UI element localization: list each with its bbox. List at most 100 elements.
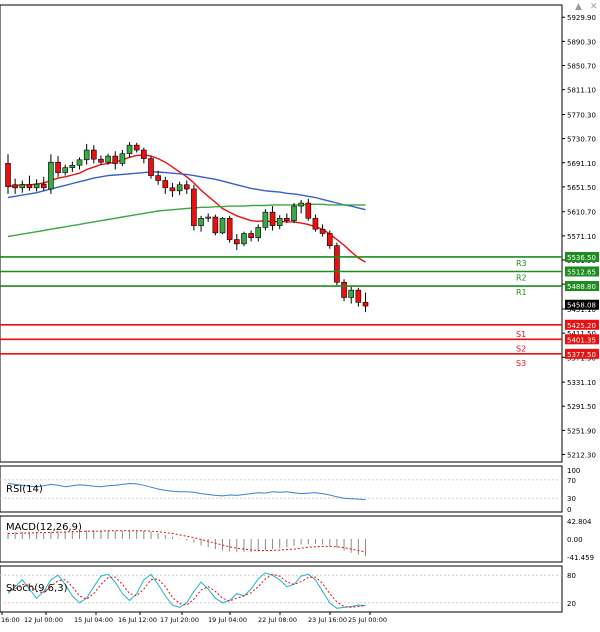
close-icon[interactable]: ✕ [590, 2, 598, 12]
candle-bullish [298, 202, 304, 207]
price-tick-label: 5691.10 [567, 160, 596, 168]
candle-bearish [362, 302, 369, 307]
candle-bullish [198, 217, 204, 226]
macd-pane: MACD(12,26,9) 42.804 0.00 -41.459 [0, 515, 594, 563]
level-price-tag: 5401.35 [567, 336, 596, 344]
stochastic-pane: Stoch(9,6,3) 80 20 [0, 565, 576, 613]
candle-bearish [234, 239, 240, 245]
time-tick-label: 19 Jul 04:00 [208, 616, 247, 624]
candle-bearish [305, 202, 312, 219]
level-price-tag: 5425.20 [567, 322, 596, 330]
candle-bearish [148, 158, 154, 176]
time-tick-label: 22 Jul 08:00 [258, 616, 297, 624]
candle-bearish [55, 161, 61, 173]
candle-bullish [62, 167, 69, 173]
candle-bearish [248, 233, 254, 239]
candle-bearish [269, 211, 276, 226]
current-price-tag: 5458.08 [567, 302, 596, 310]
time-tick-label: 25 Jul 00:00 [348, 616, 387, 624]
candle-bearish [112, 155, 119, 164]
candle-bearish [183, 184, 190, 190]
macd-tick-label: 42.804 [567, 518, 592, 526]
price-tick-label: 5291.50 [567, 403, 596, 411]
scroll-up-icon[interactable]: ▲ [575, 2, 582, 12]
level-price-tag-bg [565, 348, 599, 359]
level-price-tag-bg [565, 266, 599, 277]
price-tick-label: 5331.10 [567, 379, 596, 387]
candle-bullish [176, 184, 183, 192]
rsi-pane-frame [0, 465, 563, 513]
candle-bearish [91, 149, 97, 160]
level-price-tag-bg [565, 251, 599, 262]
level-label-r2: R2 [516, 273, 527, 282]
candle-bullish [205, 216, 211, 219]
candle-bearish [98, 158, 104, 163]
candle-bullish [76, 159, 83, 166]
price-tick-label: 5610.70 [567, 209, 596, 217]
stochastic-label: Stoch(9,6,3) [6, 583, 68, 594]
price-tick-label: 5451.10 [567, 306, 596, 314]
stochastic-pane-frame [0, 565, 563, 613]
candle-bearish [191, 188, 197, 226]
candle-bullish [48, 161, 54, 190]
candle-bearish [334, 245, 340, 283]
moving-average-line-1 [7, 154, 366, 263]
level-price-tag: 5377.50 [567, 351, 596, 359]
level-label-r1: R1 [516, 288, 527, 297]
macd-label: MACD(12,26,9) [6, 522, 82, 533]
level-label-s2: S2 [516, 344, 526, 353]
rsi-pane: RSI(14) 100 70 30 0 [0, 465, 580, 514]
macd-pane-frame [0, 515, 563, 563]
level-price-tag: 5512.65 [567, 268, 596, 276]
candle-bullish [83, 149, 90, 161]
candle-bearish [326, 233, 333, 246]
time-tick-label: 17 Jul 20:00 [160, 616, 199, 624]
macd-signal-line [8, 530, 366, 553]
rsi-line [7, 482, 366, 501]
candle-bullish [126, 144, 133, 154]
candle-bearish [319, 228, 326, 234]
price-tick-label: 5651.50 [567, 184, 596, 192]
rsi-tick-label: 30 [567, 495, 576, 503]
price-tick-label: 5730.70 [567, 136, 596, 144]
candle-bearish [155, 175, 161, 181]
price-tick-label: 5929.90 [567, 14, 596, 22]
candle-bullish [69, 164, 76, 168]
candle-bearish [162, 180, 169, 189]
price-pane: 5929.90 5890.30 5850.70 5811.10 5770.30 5730.… [0, 4, 599, 463]
stochastic-d-line [7, 573, 366, 608]
candle-bearish [40, 183, 47, 189]
candle-bearish [133, 144, 140, 151]
rsi-tick-label: 0 [567, 506, 571, 514]
candle-bullish [348, 289, 355, 298]
level-price-tag-bg [565, 319, 599, 330]
price-tick-label: 5811.10 [567, 87, 596, 95]
candle-bearish [312, 217, 319, 230]
current-price-tag-bg [565, 299, 599, 310]
rsi-label: RSI(14) [6, 484, 43, 495]
candle-bullish [255, 227, 262, 239]
level-label-r3: R3 [516, 259, 527, 268]
candle-bullish [262, 211, 269, 228]
candle-bearish [12, 184, 18, 189]
time-tick-label: 23 Jul 16:00 [308, 616, 347, 624]
candle-bullish [276, 217, 283, 226]
macd-tick-label: 0.00 [567, 536, 583, 544]
candle-bullish [119, 153, 126, 164]
candle-bearish [26, 184, 33, 189]
price-tick-label: 5411.50 [567, 330, 596, 338]
time-tick-label: 15 Jul 04:00 [74, 616, 113, 624]
price-pane-frame [0, 4, 563, 463]
level-price-tag: 5488.80 [567, 283, 596, 291]
level-label-s1: S1 [516, 330, 526, 339]
price-tick-label: 5770.30 [567, 111, 596, 119]
candle-bullish [219, 217, 226, 234]
candle-bearish [355, 289, 362, 303]
candle-bullish [105, 155, 111, 163]
time-tick-label: 16:00 [1, 616, 20, 624]
time-tick-label: 16 Jul 12:00 [118, 616, 157, 624]
candle-bearish [226, 217, 233, 240]
